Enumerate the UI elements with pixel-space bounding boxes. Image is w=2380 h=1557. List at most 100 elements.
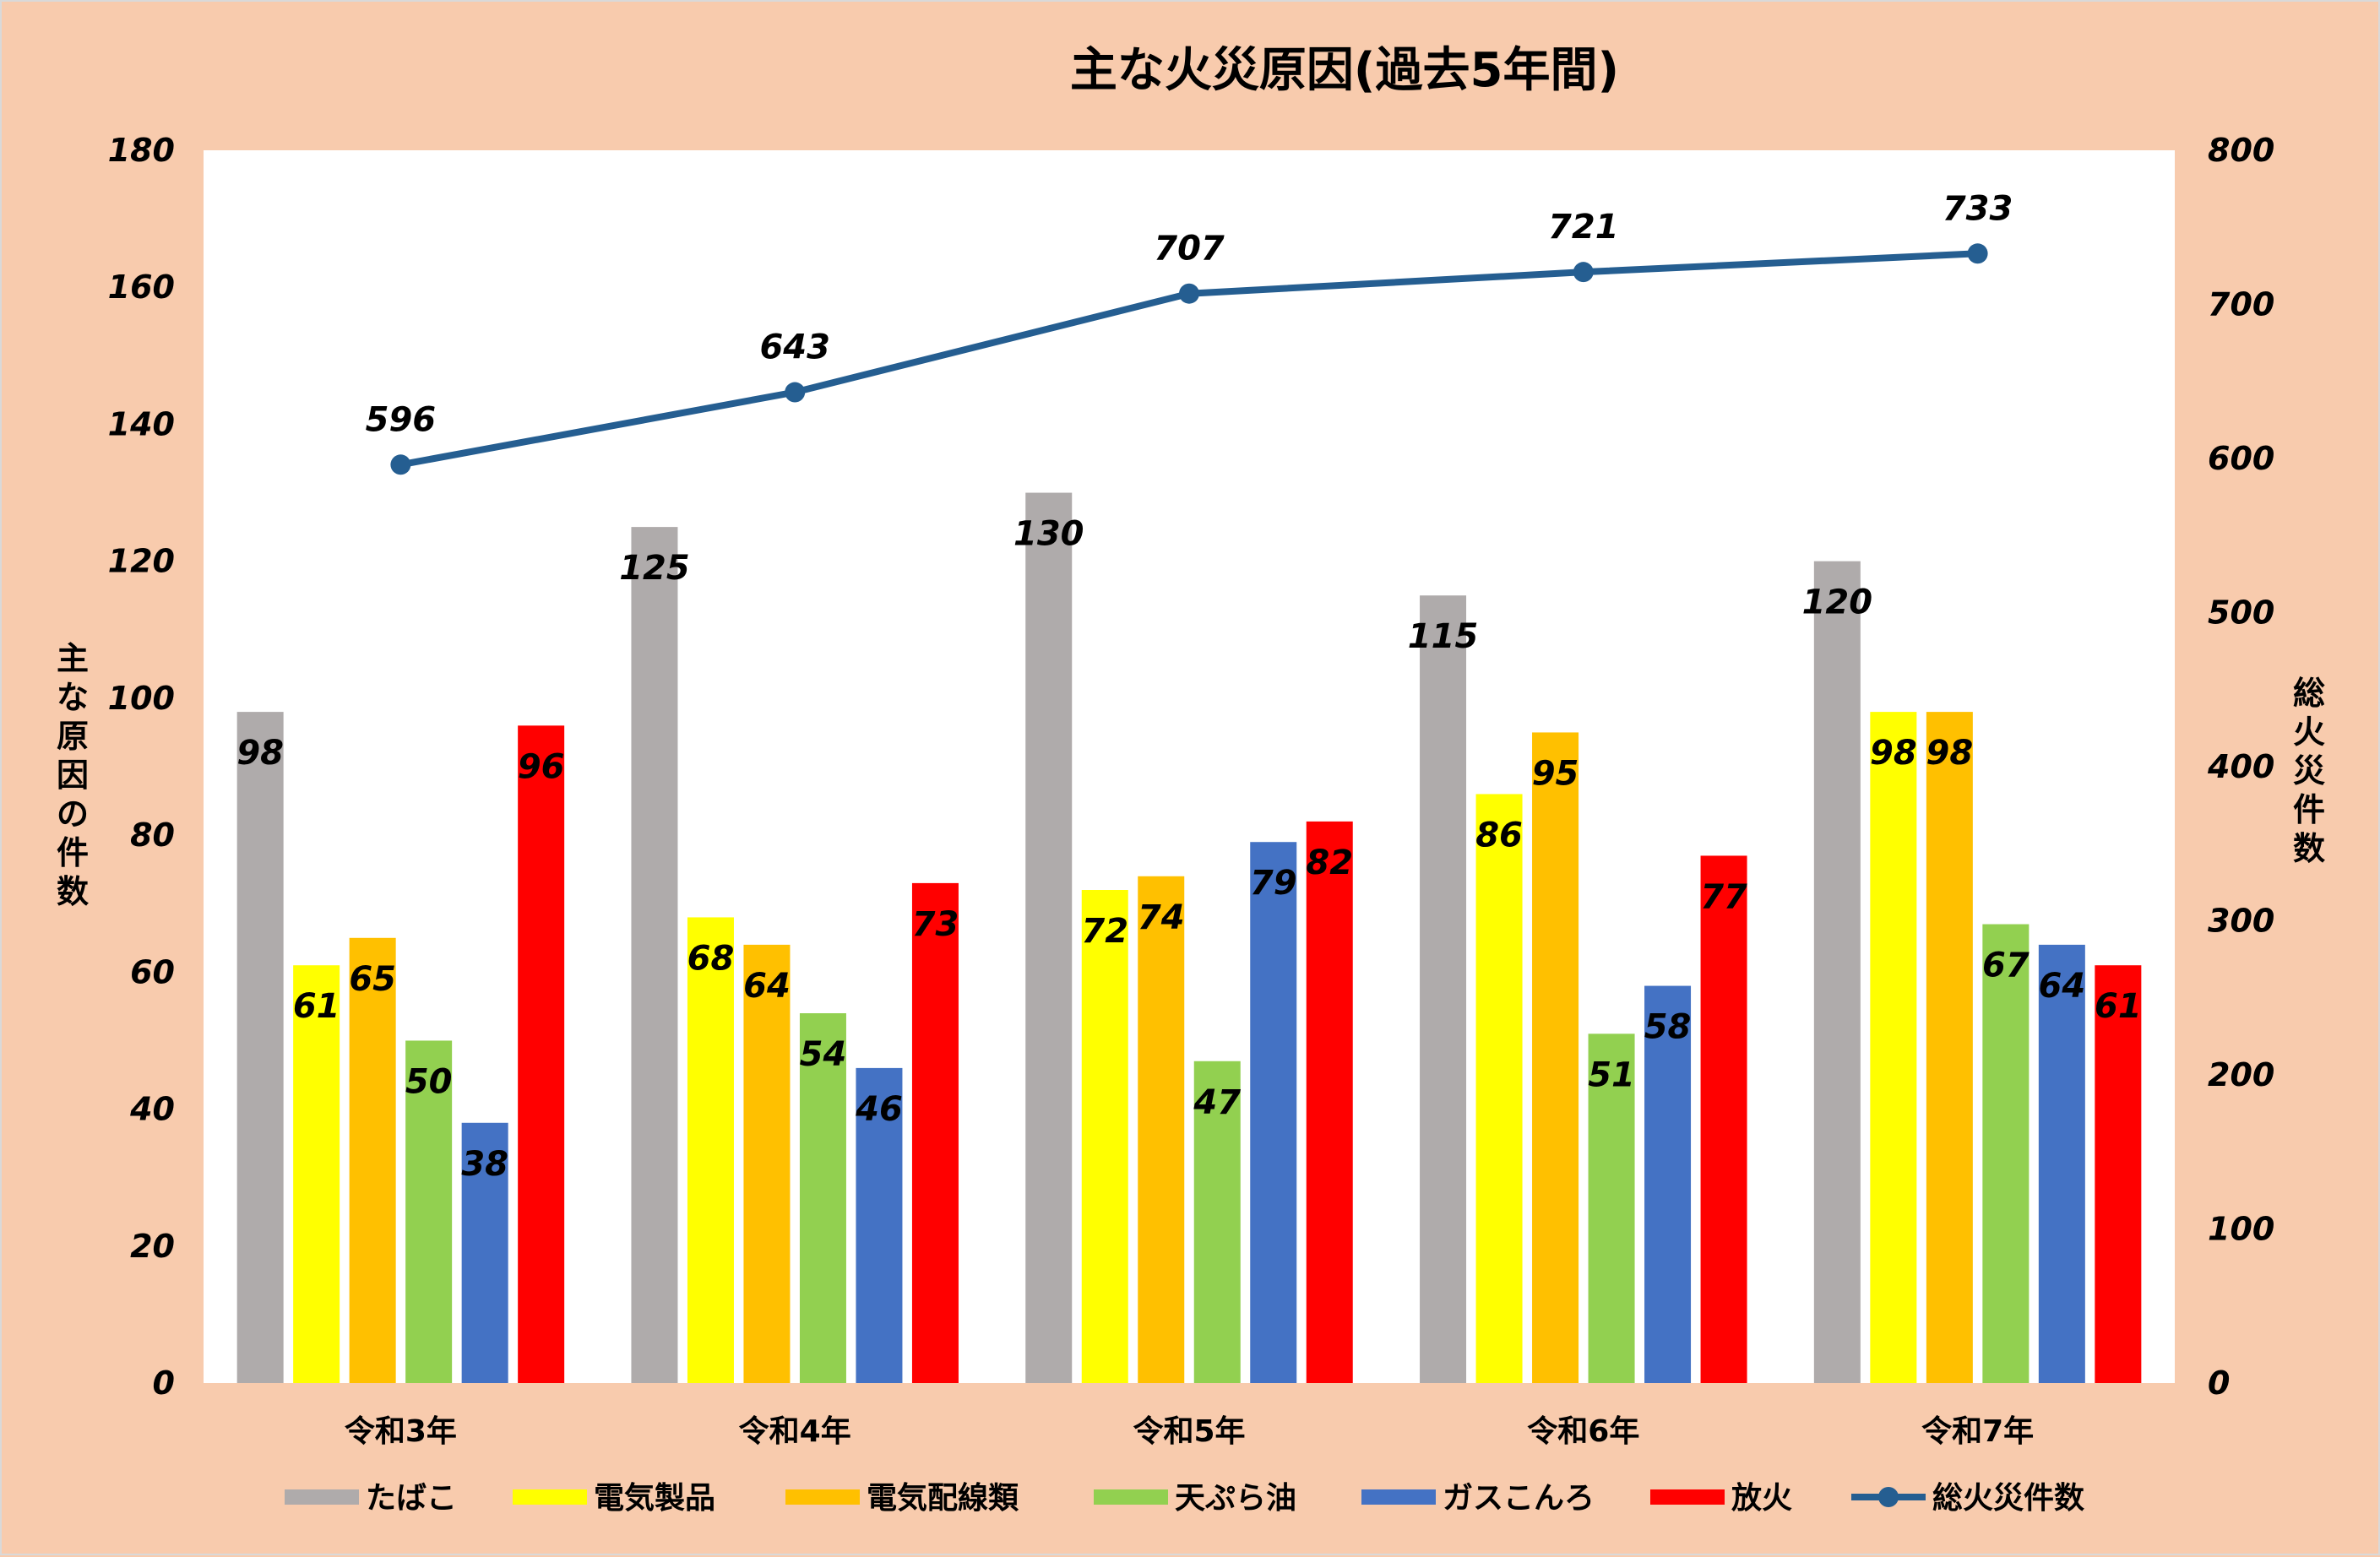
bar-data-label: 125 [619,549,690,588]
bar-電気配線類-令和4年 [743,944,791,1383]
bar-data-label: 67 [1982,947,2030,985]
y-right-tick-label: 700 [2208,286,2274,323]
bar-data-label: 54 [800,1035,847,1074]
legend-swatch [1094,1489,1168,1505]
axis-title-char: 原 [57,718,89,755]
legend-label: 電気配線類 [867,1481,1019,1516]
line-point [785,382,806,403]
bar-たばこ-令和4年 [631,527,678,1383]
y-left-tick-label: 0 [153,1364,175,1402]
y-right-tick-label: 600 [2208,440,2274,477]
axis-title-char: 火 [2293,713,2325,751]
legend-label: 総火災件数 [1932,1481,2084,1516]
bar-たばこ-令和5年 [1025,492,1073,1383]
axis-title-char: 数 [2293,830,2325,867]
axis-title-char: の [57,795,89,833]
axis-title-char: 主 [57,640,89,677]
bar-電気製品-令和5年 [1081,890,1128,1383]
bar-ガスこんろ-令和7年 [2038,944,2085,1383]
legend-swatch [513,1489,587,1505]
bar-放火-令和7年 [2095,965,2142,1383]
bar-data-label: 47 [1193,1083,1241,1122]
y-left-tick-label: 20 [130,1228,175,1265]
line-data-label: 721 [1548,208,1619,247]
legend-marker [1878,1487,1899,1507]
bar-data-label: 120 [1802,583,1873,622]
bar-天ぷら油-令和7年 [1982,924,2030,1383]
bar-data-label: 64 [743,967,791,1006]
category-label: 令和5年 [1133,1414,1245,1449]
axis-title-char: な [57,679,89,716]
line-point [1967,243,1988,264]
line-data-label: 707 [1154,230,1225,269]
y-right-tick-label: 100 [2208,1211,2274,1248]
bar-天ぷら油-令和5年 [1193,1061,1241,1383]
bar-data-label: 98 [1870,734,1917,773]
axis-title-char: 数 [57,873,89,910]
bar-放火-令和6年 [1700,855,1747,1383]
bar-data-label: 46 [855,1090,903,1129]
bar-天ぷら油-令和3年 [405,1040,453,1383]
y-right-tick-label: 200 [2208,1056,2274,1093]
bar-電気配線類-令和6年 [1532,732,1579,1383]
y-left-tick-label: 80 [130,816,175,854]
bar-data-label: 68 [687,939,735,978]
bar-放火-令和3年 [518,725,565,1383]
bar-data-label: 61 [2095,987,2142,1026]
bar-data-label: 82 [1306,844,1353,882]
axis-title-char: 因 [57,757,89,794]
y-right-tick-label: 400 [2207,748,2274,785]
bar-data-label: 74 [1138,898,1185,937]
legend-label: 天ぷら油 [1175,1481,1296,1516]
bar-ガスこんろ-令和4年 [856,1067,903,1383]
bar-data-label: 50 [405,1062,453,1101]
bar-data-label: 96 [518,747,565,786]
y-right-tick-label: 500 [2208,594,2274,632]
bar-data-label: 72 [1081,912,1128,951]
bar-data-label: 77 [1700,877,1747,916]
bar-電気配線類-令和5年 [1138,876,1185,1383]
y-left-tick-label: 60 [130,953,175,990]
legend-label: たばこ [366,1481,457,1516]
axis-title-char: 災 [2293,752,2325,789]
bar-天ぷら油-令和4年 [799,1013,846,1383]
chart-title: 主な火災原因(過去5年間) [1070,43,1619,98]
bar-天ぷら油-令和6年 [1588,1033,1635,1383]
bar-data-label: 61 [293,987,340,1026]
bar-data-label: 73 [912,905,959,944]
bar-ガスこんろ-令和6年 [1644,985,1692,1383]
category-label: 令和7年 [1921,1414,2034,1449]
line-data-label: 733 [1943,189,2013,228]
category-label: 令和6年 [1527,1414,1639,1449]
y-left-tick-label: 180 [108,132,175,169]
bar-放火-令和4年 [911,882,959,1383]
legend-swatch [285,1489,359,1505]
bar-data-label: 130 [1013,515,1084,554]
y-left-tick-label: 100 [108,680,175,717]
bar-data-label: 51 [1588,1055,1635,1094]
bar-電気配線類-令和3年 [349,937,396,1383]
bar-電気配線類-令和7年 [1926,712,1973,1383]
bar-data-label: 65 [349,960,396,999]
bar-data-label: 64 [2039,967,2086,1006]
line-point [1573,262,1594,283]
bar-電気製品-令和6年 [1475,794,1523,1383]
bar-たばこ-令和3年 [236,712,284,1383]
bar-data-label: 58 [1644,1008,1692,1047]
bar-data-label: 95 [1532,754,1579,793]
legend-label: ガスこんろ [1443,1481,1595,1516]
bar-data-label: 98 [1926,734,1974,773]
line-point [1179,283,1199,304]
line-point [390,454,411,475]
y-right-tick-label: 0 [2208,1364,2230,1402]
legend-swatch [785,1489,860,1505]
legend-swatch [1650,1489,1725,1505]
axis-title-char: 総 [2293,675,2325,712]
y-right-tick-label: 800 [2208,132,2274,169]
legend-label: 電気製品 [594,1481,715,1516]
bar-放火-令和5年 [1306,821,1353,1383]
bar-電気製品-令和7年 [1870,712,1917,1383]
